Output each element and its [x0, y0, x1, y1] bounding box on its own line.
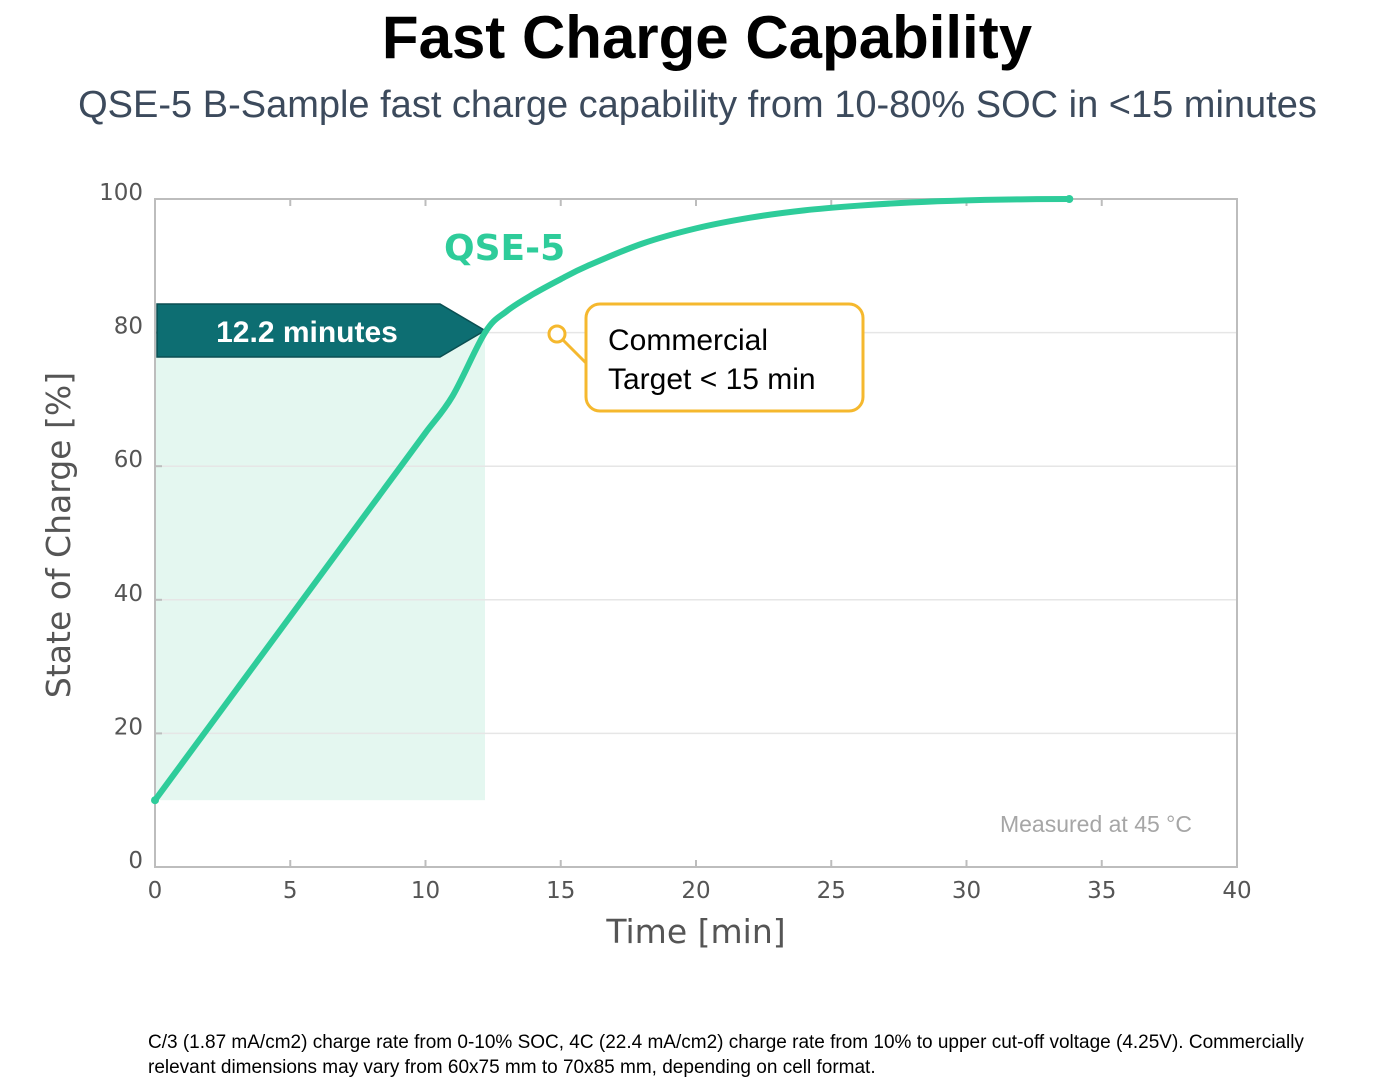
duration-arrow-banner [156, 303, 487, 358]
x-tick-label: 5 [283, 878, 298, 904]
series-start-point [151, 796, 159, 805]
x-tick-label: 0 [148, 878, 163, 904]
series-line-qse5 [152, 196, 1073, 804]
charge-curve-chart: 0 20 40 60 80 100 0 5 10 15 20 25 30 35 40 Time [min]… [39, 180, 1252, 951]
target-callout-line2: Target < 15 min [608, 363, 816, 396]
y-tick-label: 60 [114, 447, 143, 473]
y-tick-label: 100 [99, 180, 143, 206]
series-end-point [1065, 195, 1074, 203]
footnote: C/3 (1.87 mA/cm2) charge rate from 0-10%… [148, 1032, 1304, 1078]
y-tick-label: 40 [114, 581, 143, 607]
callout-pointer-line [561, 338, 589, 366]
x-tick-label: 35 [1087, 878, 1116, 904]
y-axis-label: State of Charge [%] [39, 372, 78, 698]
target-callout-box [584, 302, 865, 413]
x-tick-labels: 0 5 10 15 20 25 30 35 40 [148, 878, 1252, 904]
x-tick-label: 30 [952, 878, 981, 904]
y-tick-label: 80 [114, 314, 143, 340]
chart-subtitle: QSE-5 B-Sample fast charge capability fr… [78, 84, 1317, 126]
duration-label: 12.2 minutes [216, 316, 398, 349]
chart-title: Fast Charge Capability [381, 4, 1033, 71]
x-tick-label: 40 [1222, 878, 1251, 904]
x-tick-label: 25 [817, 878, 846, 904]
target-callout-line1: Commercial [608, 324, 768, 357]
measurement-note: Measured at 45 °C [1000, 811, 1192, 837]
x-axis-label: Time [min] [605, 912, 785, 951]
y-tick-label: 0 [128, 848, 143, 874]
y-tick-label: 20 [114, 714, 143, 740]
x-tick-label: 15 [546, 878, 575, 904]
x-tick-label: 20 [681, 878, 710, 904]
callout-pointer-dot [547, 324, 567, 344]
x-tick-label: 10 [411, 878, 440, 904]
series-label-qse5: QSE-5 [444, 228, 565, 269]
y-tick-labels: 0 20 40 60 80 100 [99, 180, 143, 874]
